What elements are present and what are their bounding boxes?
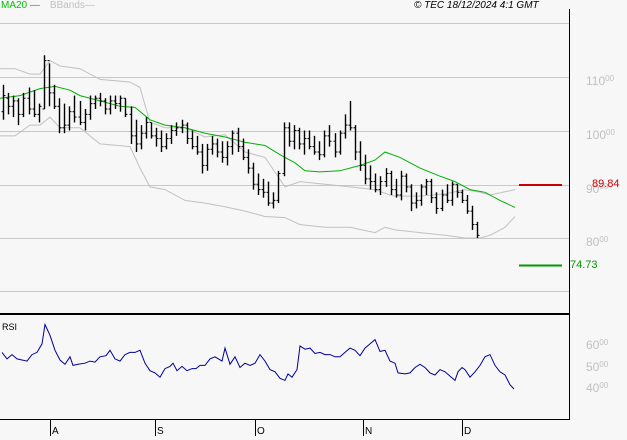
x-tick-label: A — [52, 426, 59, 437]
x-tick-label: N — [365, 426, 373, 437]
bollinger-bands — [0, 59, 516, 239]
chart-legend: MA20 — BBands— — [1, 0, 95, 11]
resistance-level-label: 89.84 — [592, 178, 620, 190]
axis-label: 8000 — [586, 235, 609, 249]
x-tick-label: S — [157, 426, 164, 437]
x-axis-ticks — [50, 420, 463, 436]
x-tick-label: O — [257, 426, 265, 437]
chart-frame — [0, 9, 570, 420]
copyright-timestamp: © TEC 18/12/2024 4:1 GMT — [414, 0, 539, 11]
legend-ma20: MA20 — — [1, 0, 40, 11]
axis-label: 4000 — [586, 381, 609, 395]
rsi-line — [1, 322, 515, 390]
legend-bbands: BBands— — [49, 0, 95, 11]
x-tick-label: D — [464, 426, 472, 437]
level-lines — [519, 184, 562, 267]
ohlc-bars — [1, 55, 480, 238]
axis-label: 10000 — [586, 128, 615, 142]
axis-label: 9000 — [586, 182, 609, 196]
axis-label: 11000 — [586, 74, 615, 88]
rsi-panel-title: RSI — [2, 322, 18, 332]
ma20-line — [0, 85, 516, 208]
axis-label: 5000 — [586, 360, 609, 374]
support-level-label: 74.73 — [570, 259, 598, 271]
axis-label: 6000 — [586, 338, 609, 352]
